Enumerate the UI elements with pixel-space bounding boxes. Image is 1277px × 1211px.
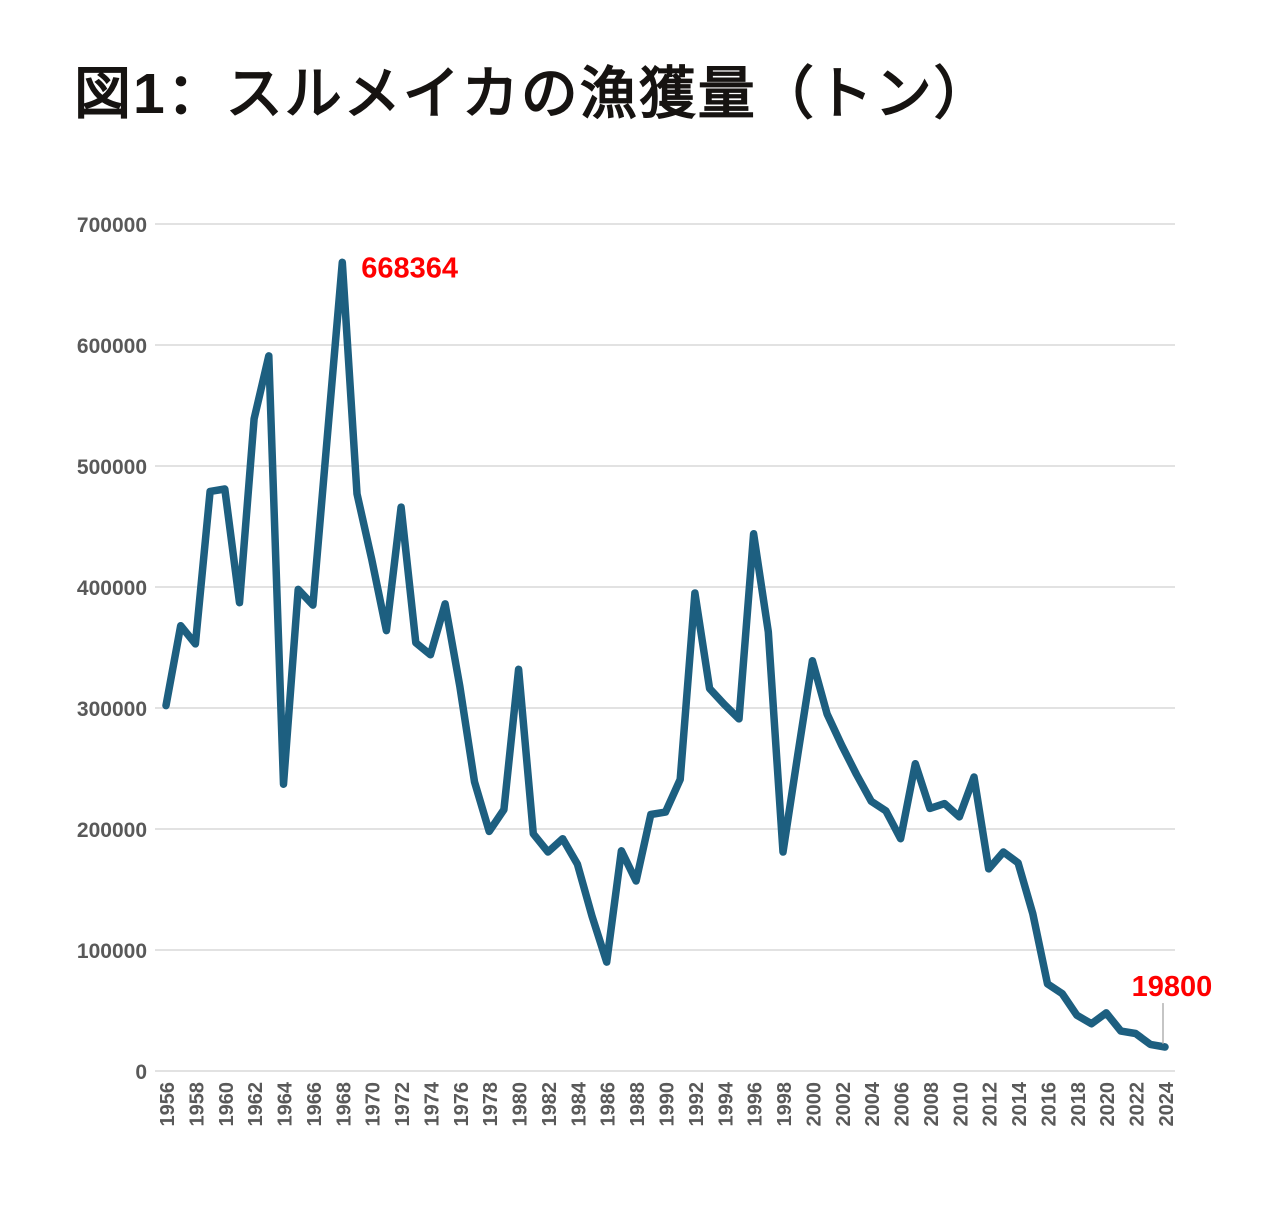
x-axis-label: 1996 [745,1082,767,1127]
x-axis-label: 2000 [803,1082,825,1127]
x-axis-label: 1962 [245,1082,267,1127]
y-axis-label: 400000 [77,577,147,600]
x-axis-label: 1976 [451,1082,473,1127]
x-axis-label: 1994 [715,1081,737,1126]
latest-value-label: 19800 [1132,971,1213,1003]
x-axis-label: 2016 [1038,1082,1060,1127]
data-series [162,258,1169,1051]
y-axis-label: 500000 [77,456,147,479]
x-axis-label: 2004 [862,1081,884,1126]
x-axis-label: 1970 [363,1082,385,1127]
x-axis-label: 1986 [598,1082,620,1127]
x-axis-label: 1984 [568,1081,590,1126]
chart-title: 図1：スルメイカの漁獲量（トン） [74,62,993,126]
x-axis-label: 2008 [921,1082,943,1127]
x-axis-label: 2014 [1009,1081,1031,1126]
x-axis-label: 1980 [510,1082,532,1127]
x-axis-label: 2020 [1097,1082,1119,1127]
x-axis-label: 2012 [980,1082,1002,1127]
x-axis-label: 1990 [657,1082,679,1127]
catch-line [162,258,1169,1051]
x-axis-label: 2010 [950,1082,972,1127]
x-axis-label: 1998 [774,1082,796,1127]
x-axis-label: 1982 [539,1082,561,1127]
x-axis-label: 1978 [480,1082,502,1127]
y-axis-label: 700000 [77,214,147,237]
x-axis-label: 2006 [892,1082,914,1127]
x-axis-label: 2002 [833,1082,855,1127]
x-axis-label: 1960 [216,1082,238,1127]
y-axis-labels: 0 100000 200000 300000 400000 500000 600000 700… [77,214,147,1084]
y-axis-label: 200000 [77,819,147,842]
y-axis-label: 300000 [77,698,147,721]
gridlines [155,223,1175,1072]
x-axis-label: 1958 [186,1082,208,1127]
x-axis-label: 1972 [392,1082,414,1127]
x-axis-label: 1974 [421,1081,443,1126]
x-axis-label: 1968 [333,1082,355,1127]
y-axis-label: 0 [135,1061,147,1084]
y-axis-label: 600000 [77,335,147,358]
x-axis-label: 1988 [627,1082,649,1127]
x-axis-label: 1964 [275,1081,297,1126]
x-axis-label: 1992 [686,1082,708,1127]
x-axis-label: 2022 [1127,1082,1149,1127]
x-axis-label: 2024 [1156,1081,1178,1126]
x-axis-label: 1956 [157,1082,179,1127]
x-axis-labels: 1956 1958 1960 1962 1964 1966 1968 1970 1972 1974… [157,1081,1178,1126]
x-axis-label: 2018 [1068,1082,1090,1127]
y-axis-label: 100000 [77,940,147,963]
peak-value-label: 668364 [361,252,458,284]
annotations: 668364 19800 [361,252,1213,1045]
x-axis-label: 1966 [304,1082,326,1127]
